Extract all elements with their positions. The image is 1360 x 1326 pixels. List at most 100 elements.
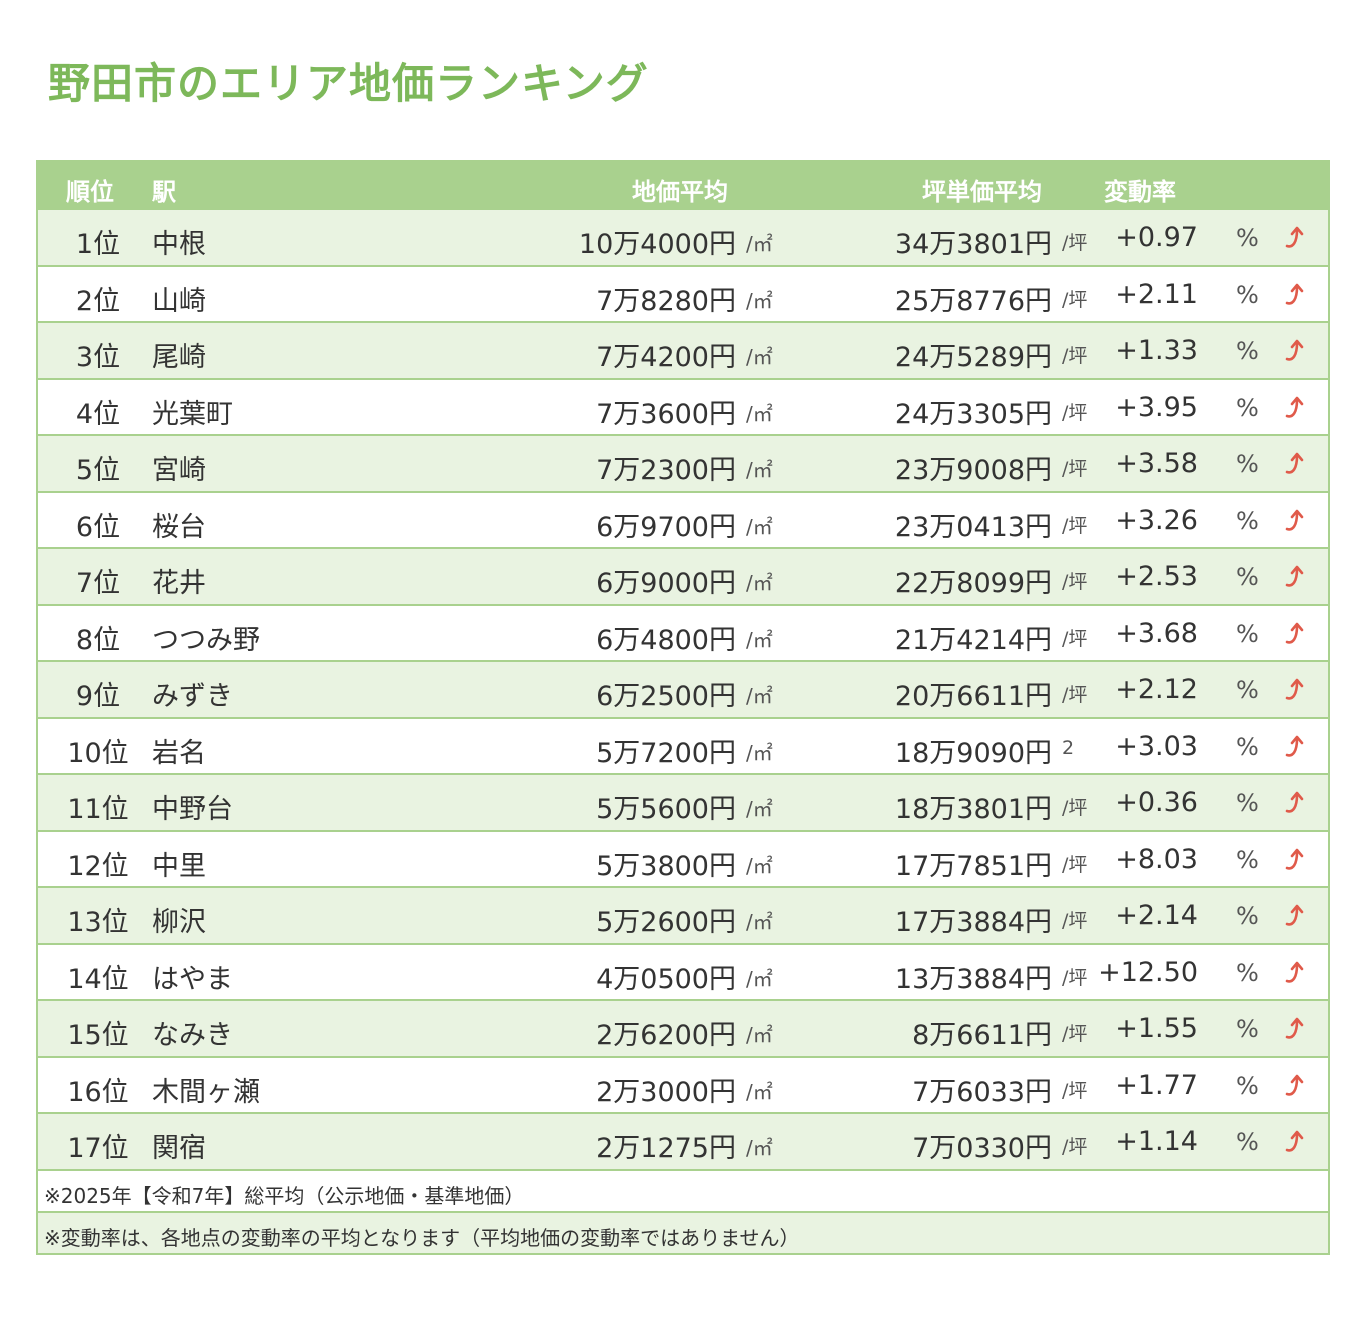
table-row: 7位 花井 6万9000円 /㎡ 22万8099円/坪 +2.53% [38,547,1328,604]
land-price-cell: 5万2600円 [596,907,736,938]
land-price-cell: 2万3000円 [596,1076,736,1108]
land-price-unit: /㎡ [746,571,773,595]
land-price-unit: /㎡ [746,853,773,878]
tsubo-price-unit: /坪 [1062,401,1088,424]
up-arrow-icon [1284,676,1306,704]
land-price-unit: /㎡ [746,232,773,256]
land-price-unit: /㎡ [746,1079,773,1104]
tsubo-price-cell: 25万8776円 [894,285,1052,317]
rank-cell: 9位 [75,681,121,712]
percent-sign: % [1236,1015,1259,1043]
change-rate-cell: +3.26 [1115,504,1198,536]
land-price-unit: /㎡ [746,458,773,482]
rank-cell: 8位 [75,624,121,656]
percent-sign: % [1236,450,1259,478]
tsubo-price-cell: 17万7851円 [894,850,1052,882]
percent-sign: % [1236,619,1259,648]
up-arrow-icon [1284,337,1306,365]
rank-cell: 12位 [67,850,129,882]
rank-cell: 4位 [75,398,121,430]
land-price-unit: /㎡ [746,1136,773,1160]
tsubo-price-unit: /坪 [1062,1136,1088,1158]
up-arrow-icon [1284,1072,1306,1100]
tsubo-price-unit: /坪 [1062,684,1088,706]
tsubo-price-cell: 22万8099円 [894,568,1052,599]
header-tsubo-price: 坪単価平均 [922,178,1042,206]
note-change-rate-text: ※変動率は、各地点の変動率の平均となります（平均地価の変動率ではありません） [44,1225,800,1250]
tsubo-price-unit: /坪 [1062,853,1088,876]
percent-sign: % [1236,1128,1259,1156]
note-average: ※2025年【令和7年】総平均（公示地価・基準地価） [38,1168,1328,1211]
percent-sign: % [1236,1071,1259,1100]
up-arrow-icon [1284,789,1306,817]
ranking-table: 順位 駅 地価平均 坪単価平均 変動率 1位 中根 10万4000円 /㎡ 34万380… [36,160,1330,1255]
table-row: 2位 山崎 7万8280円 /㎡ 25万8776円/坪 +2.11% [38,264,1328,321]
land-price-cell: 10万4000円 [578,229,736,260]
land-price-unit: /㎡ [746,514,773,539]
header-rank: 順位 [66,178,114,206]
land-price-unit: /㎡ [746,345,773,369]
rank-cell: 11位 [67,794,129,825]
land-price-unit: /㎡ [746,966,773,991]
change-rate-cell: +1.55 [1115,1013,1198,1044]
tsubo-price-unit: /坪 [1062,345,1088,367]
tsubo-price-unit: /坪 [1062,514,1088,537]
table-row: 17位 関宿 2万1275円 /㎡ 7万0330円/坪 +1.14% [38,1112,1328,1169]
land-price-cell: 7万3600円 [596,398,736,430]
table-row: 14位 はやま 4万0500円 /㎡ 13万3884円/坪 +12.50% [38,942,1328,999]
land-price-cell: 2万6200円 [596,1020,736,1051]
change-rate-cell: +3.03 [1115,730,1198,762]
percent-sign: % [1236,732,1259,761]
change-rate-cell: +3.68 [1115,617,1198,649]
tsubo-price-unit: /坪 [1062,966,1088,989]
table-row: 11位 中野台 5万5600円 /㎡ 18万3801円/坪 +0.36% [38,773,1328,830]
percent-sign: % [1236,224,1259,252]
note-change-rate: ※変動率は、各地点の変動率の平均となります（平均地価の変動率ではありません） [38,1210,1328,1253]
tsubo-price-cell: 21万4214円 [894,624,1052,656]
change-rate-cell: +3.58 [1115,448,1198,479]
station-cell: 宮崎 [152,455,206,486]
station-cell: なみき [152,1020,233,1051]
land-price-cell: 6万4800円 [596,624,736,656]
change-rate-cell: +3.95 [1115,391,1198,423]
table-row: 10位 岩名 5万7200円 /㎡ 18万9090円 2 +3.03% [38,716,1328,773]
land-price-cell: 7万2300円 [596,455,736,486]
table-row: 4位 光葉町 7万3600円 /㎡ 24万3305円/坪 +3.95% [38,377,1328,434]
up-arrow-icon [1284,1128,1306,1156]
station-cell: 関宿 [152,1133,206,1164]
up-arrow-icon [1284,281,1306,309]
tsubo-price-cell: 24万3305円 [894,398,1052,430]
land-price-cell: 6万9700円 [596,511,736,543]
tsubo-price-cell: 13万3884円 [894,963,1052,995]
table-row: 15位 なみき 2万6200円 /㎡ 8万6611円/坪 +1.55% [38,999,1328,1056]
tsubo-price-unit: /坪 [1062,797,1088,819]
table-header: 順位 駅 地価平均 坪単価平均 変動率 [38,162,1328,208]
land-price-cell: 7万4200円 [596,342,736,373]
land-price-cell: 6万2500円 [596,681,736,712]
table-row: 8位 つつみ野 6万4800円 /㎡ 21万4214円/坪 +3.68% [38,603,1328,660]
percent-sign: % [1236,337,1259,365]
tsubo-price-cell: 18万9090円 [894,737,1052,769]
table-row: 12位 中里 5万3800円 /㎡ 17万7851円/坪 +8.03% [38,829,1328,886]
percent-sign: % [1236,845,1259,874]
station-cell: 木間ヶ瀬 [152,1076,260,1108]
tsubo-price-unit: /坪 [1062,627,1088,650]
up-arrow-icon [1284,224,1306,252]
tsubo-price-cell: 20万6611円 [894,681,1052,712]
percent-sign: % [1236,506,1259,535]
percent-sign: % [1236,393,1259,422]
table-row: 13位 柳沢 5万2600円 /㎡ 17万3884円/坪 +2.14% [38,886,1328,943]
rank-cell: 16位 [67,1076,129,1108]
station-cell: 岩名 [152,737,206,769]
table-row: 3位 尾崎 7万4200円 /㎡ 24万5289円/坪 +1.33% [38,321,1328,378]
change-rate-cell: +2.14 [1115,900,1198,931]
table-row: 16位 木間ヶ瀬 2万3000円 /㎡ 7万6033円/坪 +1.77% [38,1055,1328,1112]
rank-cell: 10位 [67,737,129,769]
land-price-cell: 7万8280円 [596,285,736,317]
tsubo-price-unit: 2 [1062,736,1075,759]
land-price-unit: /㎡ [746,740,773,765]
land-price-unit: /㎡ [746,684,773,708]
up-arrow-icon [1284,846,1306,874]
header-change-rate: 変動率 [1104,178,1176,206]
up-arrow-icon [1284,959,1306,987]
